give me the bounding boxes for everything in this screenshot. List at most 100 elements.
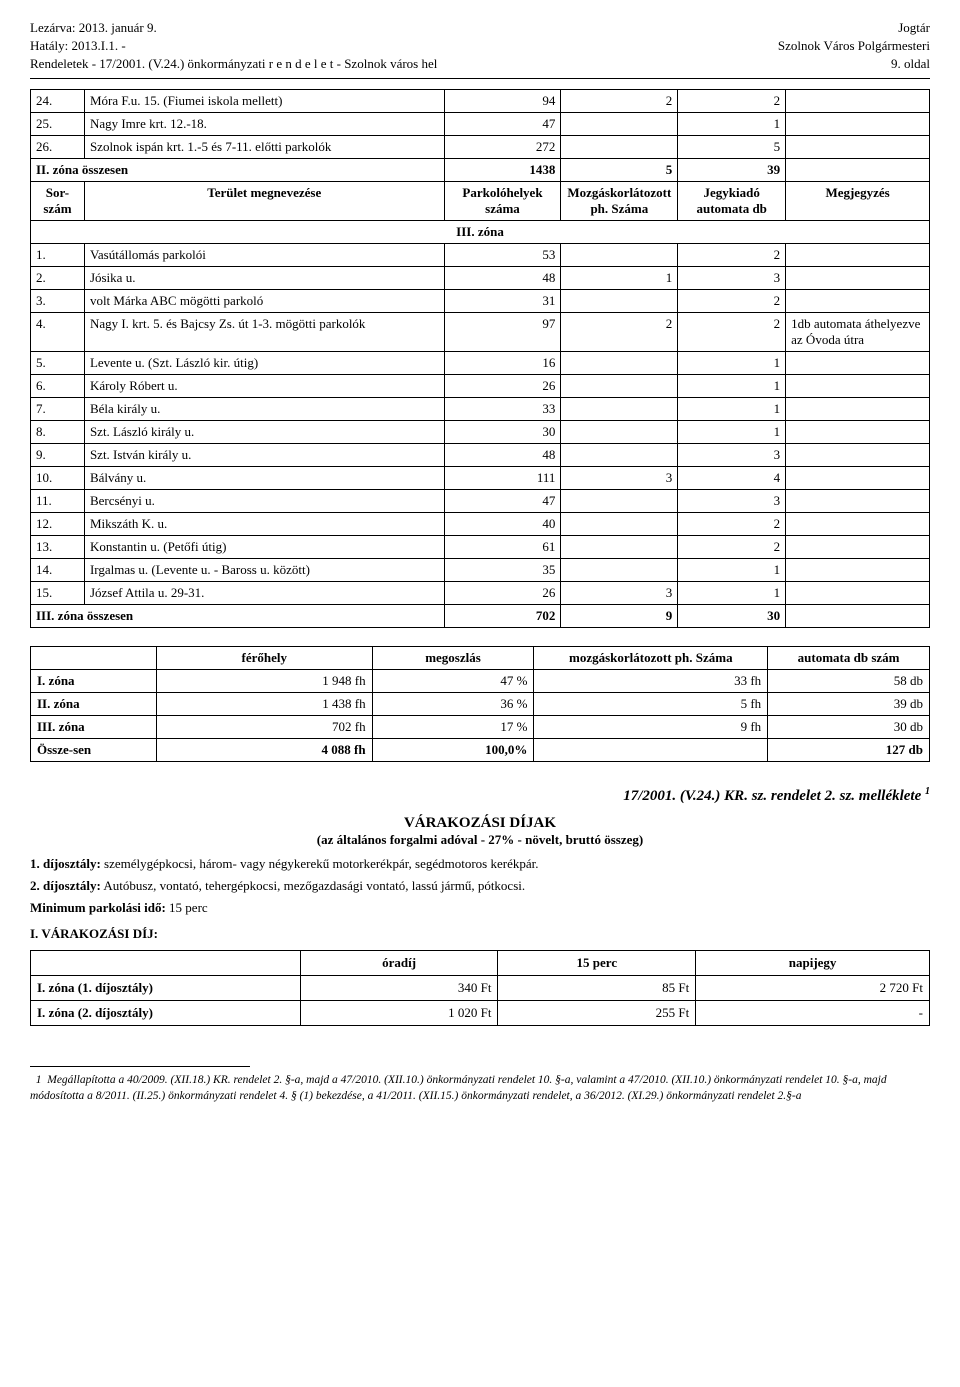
cell: 58 db xyxy=(768,670,930,693)
min-time-text: 15 perc xyxy=(166,900,208,915)
header-divider xyxy=(30,78,930,79)
table-row: 2.Jósika u.4813 xyxy=(31,267,930,290)
zone-sum-row: III. zóna összesen702930 xyxy=(31,605,930,628)
cell: 1 xyxy=(678,421,786,444)
cell: 6. xyxy=(31,375,85,398)
table-row: 8.Szt. László király u.301 xyxy=(31,421,930,444)
cell: 25. xyxy=(31,113,85,136)
cell: 1438 xyxy=(444,159,561,182)
cell: 3 xyxy=(561,467,678,490)
cell xyxy=(561,290,678,313)
cell xyxy=(786,467,930,490)
cell: I. zóna (1. díjosztály) xyxy=(31,976,301,1001)
cell: 47 xyxy=(444,490,561,513)
footnote: 1 Megállapította a 40/2009. (XII.18.) KR… xyxy=(30,1073,930,1104)
cell xyxy=(561,398,678,421)
cell: 5 xyxy=(561,159,678,182)
cell: 1 xyxy=(561,267,678,290)
cell: 4. xyxy=(31,313,85,352)
cell: III. zóna xyxy=(31,716,157,739)
cell: 30 xyxy=(444,421,561,444)
cell: 3 xyxy=(678,490,786,513)
cell xyxy=(786,136,930,159)
fee-section-title: I. VÁRAKOZÁSI DÍJ: xyxy=(30,926,930,942)
cell: 2 xyxy=(678,513,786,536)
cell xyxy=(786,352,930,375)
cell xyxy=(561,113,678,136)
cell: Levente u. (Szt. László kir. útig) xyxy=(84,352,444,375)
summary-h4: automata db szám xyxy=(768,647,930,670)
cell: 9 xyxy=(561,605,678,628)
cell: 16 xyxy=(444,352,561,375)
cell: 3 xyxy=(678,267,786,290)
cell: Szolnok ispán krt. 1.-5 és 7-11. előtti … xyxy=(84,136,444,159)
zone-label: III. zóna xyxy=(31,221,930,244)
cell: Móra F.u. 15. (Fiumei iskola mellett) xyxy=(84,90,444,113)
cell: 26 xyxy=(444,375,561,398)
cell: 47 xyxy=(444,113,561,136)
fee-h2: 15 perc xyxy=(498,951,696,976)
cell: 17 % xyxy=(372,716,534,739)
col-header: Terület megnevezése xyxy=(84,182,444,221)
header-right-3: 9. oldal xyxy=(891,56,930,72)
cell xyxy=(561,444,678,467)
summary-h3: mozgáskorlátozott ph. Száma xyxy=(534,647,768,670)
cell xyxy=(786,513,930,536)
table-row: 5.Levente u. (Szt. László kir. útig)161 xyxy=(31,352,930,375)
cell: Konstantin u. (Petőfi útig) xyxy=(84,536,444,559)
table-header-row: Sor-számTerület megnevezéseParkolóhelyek… xyxy=(31,182,930,221)
cell: III. zóna összesen xyxy=(31,605,445,628)
class1-label: 1. díjosztály: xyxy=(30,856,101,871)
cell: 97 xyxy=(444,313,561,352)
fee-table: óradíj 15 perc napijegy I. zóna (1. díjo… xyxy=(30,950,930,1026)
footnote-text: Megállapította a 40/2009. (XII.18.) KR. … xyxy=(30,1074,887,1102)
header-right-2: Szolnok Város Polgármesteri xyxy=(778,38,930,54)
cell: Szt. László király u. xyxy=(84,421,444,444)
summary-row: II. zóna1 438 fh36 %5 fh39 db xyxy=(31,693,930,716)
cell: 94 xyxy=(444,90,561,113)
cell: 255 Ft xyxy=(498,1001,696,1026)
fee-row: I. zóna (2. díjosztály)1 020 Ft255 Ft- xyxy=(31,1001,930,1026)
cell xyxy=(561,421,678,444)
cell: 30 xyxy=(678,605,786,628)
cell: Vasútállomás parkolói xyxy=(84,244,444,267)
table-row: 10.Bálvány u.11134 xyxy=(31,467,930,490)
cell xyxy=(786,490,930,513)
fees-subheading: (az általános forgalmi adóval - 27% - nö… xyxy=(30,832,930,848)
page-header: Lezárva: 2013. január 9. Jogtár Hatály: … xyxy=(30,20,930,72)
cell xyxy=(561,490,678,513)
cell: 5 xyxy=(678,136,786,159)
cell: 1 438 fh xyxy=(156,693,372,716)
table-row: 14.Irgalmas u. (Levente u. - Baross u. k… xyxy=(31,559,930,582)
table-row: 24.Móra F.u. 15. (Fiumei iskola mellett)… xyxy=(31,90,930,113)
cell xyxy=(786,559,930,582)
class2-text: Autóbusz, vontató, tehergépkocsi, mezőga… xyxy=(101,878,525,893)
cell: Nagy Imre krt. 12.-18. xyxy=(84,113,444,136)
cell: 53 xyxy=(444,244,561,267)
cell: 4 088 fh xyxy=(156,739,372,762)
summary-h1: férőhely xyxy=(156,647,372,670)
cell: Károly Róbert u. xyxy=(84,375,444,398)
table-row: 3.volt Márka ABC mögötti parkoló312 xyxy=(31,290,930,313)
cell: 33 fh xyxy=(534,670,768,693)
fee-h0 xyxy=(31,951,301,976)
cell: 61 xyxy=(444,536,561,559)
cell xyxy=(786,159,930,182)
cell: 31 xyxy=(444,290,561,313)
cell: 2 xyxy=(561,313,678,352)
cell: Szt. István király u. xyxy=(84,444,444,467)
header-left-2: Hatály: 2013.I.1. - xyxy=(30,38,126,54)
class1-text: személygépkocsi, három- vagy négykerekű … xyxy=(101,856,539,871)
fee-h3: napijegy xyxy=(696,951,930,976)
cell: 3 xyxy=(678,444,786,467)
cell: 48 xyxy=(444,444,561,467)
table-row: 11.Bercsényi u.473 xyxy=(31,490,930,513)
table-row: 9.Szt. István király u.483 xyxy=(31,444,930,467)
cell: II. zóna xyxy=(31,693,157,716)
cell: 2 xyxy=(678,536,786,559)
cell: 1db automata áthelyezve az Óvoda útra xyxy=(786,313,930,352)
cell: 2. xyxy=(31,267,85,290)
cell: 15. xyxy=(31,582,85,605)
summary-h2: megoszlás xyxy=(372,647,534,670)
cell: 272 xyxy=(444,136,561,159)
